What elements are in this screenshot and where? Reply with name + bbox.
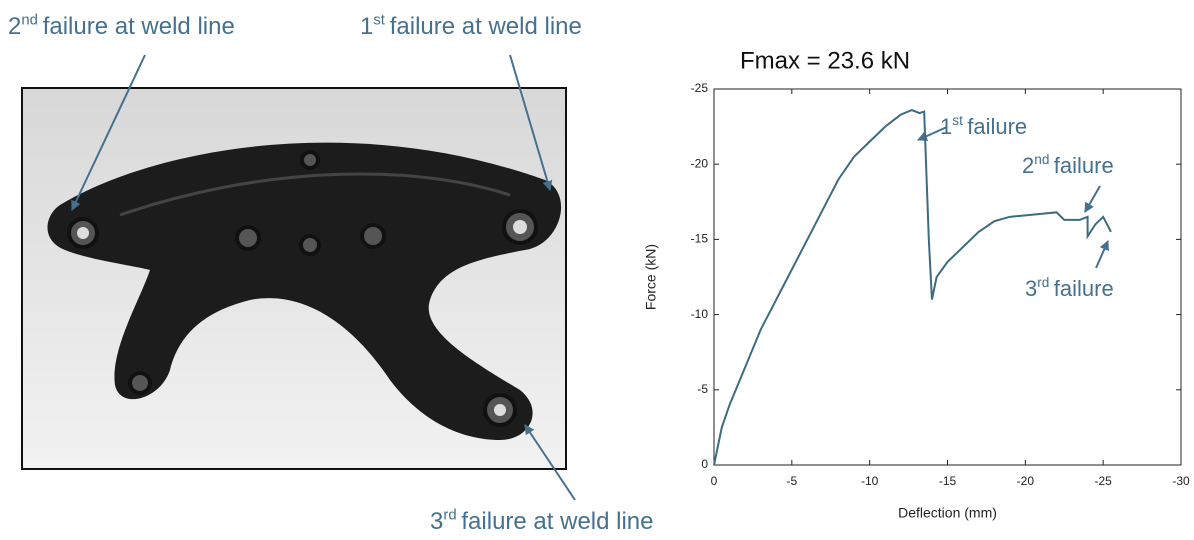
x-tick-label: 0 [711, 474, 718, 488]
label-number: 2 [1022, 153, 1034, 178]
x-tick-label: -10 [861, 474, 879, 488]
label-number: 1 [360, 13, 373, 40]
y-tick-label: 0 [701, 457, 708, 471]
label: 1st failure [940, 113, 1027, 139]
label-text: failure [967, 114, 1027, 139]
x-tick-label: -5 [786, 474, 797, 488]
x-tick-label: -30 [1172, 474, 1190, 488]
label-number: 3 [430, 508, 443, 535]
photo [21, 87, 567, 470]
x-tick-label: -25 [1094, 474, 1112, 488]
label-text: failure at weld line [390, 13, 582, 40]
data-line [713, 108, 1112, 466]
label: 2nd failure [1022, 152, 1114, 178]
label-suffix: nd [21, 12, 38, 28]
arrows [71, 54, 1109, 501]
label-suffix: st [952, 113, 963, 128]
label-number: 2 [8, 13, 21, 40]
chart-title: Fmax = 23.6 kN [740, 47, 910, 74]
x-tick-label: -20 [1017, 474, 1035, 488]
x-axis-label: Deflection (mm) [898, 505, 997, 521]
label: 2nd failure at weld line [8, 12, 235, 40]
label-text: failure at weld line [461, 508, 653, 535]
label-suffix: rd [443, 507, 456, 523]
y-tick-label: -15 [691, 232, 709, 246]
label: 3rd failure at weld line [430, 507, 654, 535]
y-tick-label: -5 [697, 382, 708, 396]
y-tick-label: -25 [691, 81, 709, 95]
label-text: failure [1054, 153, 1114, 178]
y-tick-label: -20 [691, 156, 709, 170]
y-tick-label: -10 [691, 307, 709, 321]
label-suffix: st [373, 12, 385, 28]
label-number: 1 [940, 114, 952, 139]
y-axis-label: Force (kN) [643, 244, 659, 310]
label-suffix: nd [1034, 152, 1049, 167]
label: 3rd failure [1025, 275, 1114, 301]
x-tick-label: -15 [939, 474, 957, 488]
label-number: 3 [1025, 276, 1037, 301]
label-suffix: rd [1037, 275, 1049, 290]
label-text: failure at weld line [43, 13, 235, 40]
label: 1st failure at weld line [360, 12, 582, 40]
label-text: failure [1054, 276, 1114, 301]
